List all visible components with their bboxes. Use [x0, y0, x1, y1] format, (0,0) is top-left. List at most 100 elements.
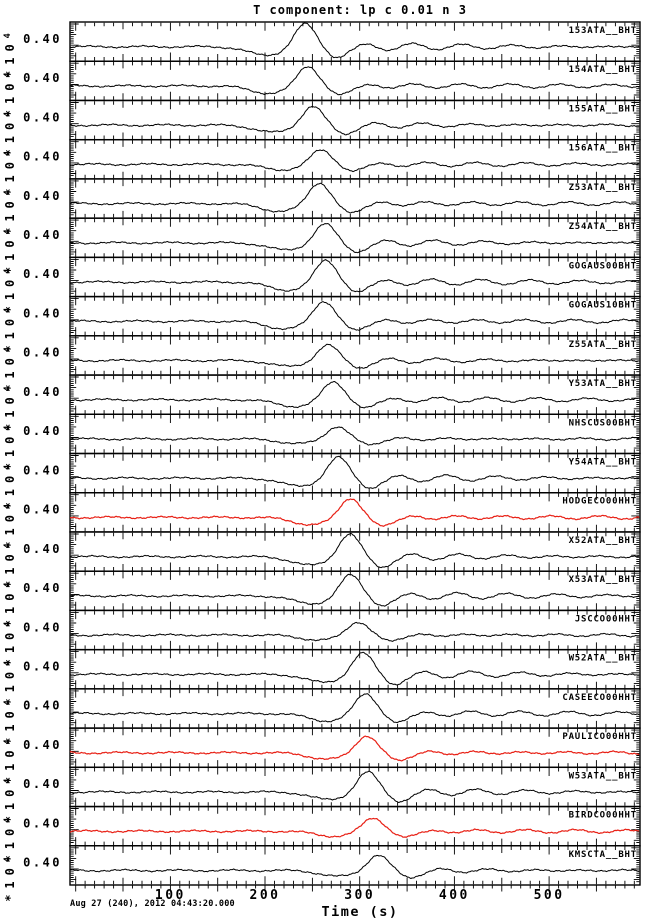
trace-panel-X52ATA__BHT: X52ATA__BHT 0.40 *104 — [3, 531, 641, 588]
waveform — [69, 426, 640, 446]
panel-border — [69, 217, 641, 259]
panel-ticks — [70, 140, 640, 179]
amplitude-scale-label: *104 — [3, 543, 17, 588]
panel-ticks — [70, 22, 640, 61]
panel-ticks — [70, 258, 640, 296]
amplitude-tick-label: 0.40 — [23, 32, 62, 46]
station-label: Z55ATA__BHT — [569, 340, 637, 350]
panel-border — [69, 609, 641, 651]
amplitude-scale-label: *104 — [3, 778, 17, 823]
amplitude-scale-label: *104 — [3, 386, 17, 431]
waveform — [69, 182, 640, 214]
plot-title: T component: lp c 0.01 n 3 — [253, 3, 467, 17]
amplitude-scale-label: *104 — [3, 151, 17, 196]
amplitude-scale-label: *104 — [3, 700, 17, 745]
panel-ticks — [70, 415, 640, 453]
amplitude-scale-label: *104 — [3, 818, 17, 863]
station-label: Z54ATA__BHT — [569, 222, 637, 232]
station-label: Y54ATA__BHT — [569, 458, 637, 468]
trace-panel-CASEECO00HHT: CASEECO00HHT 0.40 *104 — [3, 688, 641, 745]
station-label: KMSCTA__BHT — [569, 850, 637, 860]
waveform — [69, 532, 640, 569]
panel-ticks — [70, 336, 640, 375]
amplitude-scale-label: *104 — [3, 857, 17, 902]
amplitude-scale-label: *104 — [3, 33, 17, 78]
panel-ticks — [70, 571, 640, 610]
x-tick-label: 300 — [344, 888, 375, 903]
waveform — [69, 343, 640, 369]
trace-panel-GOGAUS10BHT: GOGAUS10BHT 0.40 *104 — [3, 295, 641, 353]
amplitude-scale-label: *104 — [3, 112, 17, 157]
waveform — [69, 105, 640, 136]
panel-ticks — [70, 454, 640, 492]
panel-ticks — [70, 297, 640, 336]
waveform — [69, 455, 640, 489]
panel-border — [69, 99, 641, 141]
amplitude-scale-label: *104 — [3, 622, 17, 667]
amplitude-tick-label: 0.40 — [23, 699, 62, 713]
station-label: NHSCUS00BHT — [569, 418, 637, 428]
x-tick-label: 400 — [439, 888, 470, 903]
panel-border — [69, 335, 641, 376]
panel-ticks — [70, 768, 640, 806]
panel-border — [69, 452, 641, 494]
waveform — [69, 381, 640, 409]
trace-panel-Z55ATA__BHT: Z55ATA__BHT 0.40 *104 — [3, 335, 641, 392]
trace-panel-PAULICO00HHT: PAULICO00HHT 0.40 *104 — [3, 727, 641, 784]
waveform — [69, 149, 640, 173]
station-label: W53ATA__BHT — [569, 771, 637, 781]
station-label: Y53ATA__BHT — [569, 379, 637, 389]
amplitude-scale-label: *104 — [3, 347, 17, 392]
x-axis-ticks — [75, 885, 635, 892]
amplitude-tick-label: 0.40 — [23, 189, 62, 203]
amplitude-scale-label: *104 — [3, 739, 17, 784]
waveform — [69, 223, 640, 254]
x-tick-label: 100 — [155, 888, 186, 903]
waveform — [69, 854, 640, 879]
amplitude-tick-label: 0.40 — [23, 267, 62, 281]
start-time-label: Aug 27 (240), 2012 04:43:20.000 — [70, 899, 235, 909]
panel-ticks — [70, 807, 640, 846]
trace-panel-HODGECO00HHT: HODGECO00HHT 0.40 *104 — [3, 492, 641, 549]
panel-border — [69, 138, 641, 180]
amplitude-scale-label: *104 — [3, 465, 17, 510]
panel-border — [69, 648, 641, 690]
amplitude-scale-label: *104 — [3, 72, 17, 117]
panel-ticks — [70, 689, 640, 728]
panel-ticks — [70, 218, 640, 257]
trace-panel-155ATA__BHT: 155ATA__BHT 0.40 *104 — [3, 99, 641, 157]
amplitude-tick-label: 0.40 — [23, 738, 62, 752]
waveform — [69, 573, 640, 607]
amplitude-tick-label: 0.40 — [23, 385, 62, 399]
station-label: 153ATA__BHT — [569, 26, 637, 36]
station-label: Z53ATA__BHT — [569, 183, 637, 193]
trace-panel-154ATA__BHT: 154ATA__BHT 0.40 *104 — [3, 60, 641, 117]
trace-panel-W53ATA__BHT: W53ATA__BHT 0.40 *104 — [3, 766, 641, 823]
amplitude-scale-label: *104 — [3, 308, 17, 353]
panel-ticks — [70, 846, 640, 885]
waveform — [69, 651, 640, 686]
amplitude-scale-label: *104 — [3, 190, 17, 235]
amplitude-tick-label: 0.40 — [23, 581, 62, 595]
trace-panel-JSCCO00HHT: JSCCO00HHT 0.40 *104 — [3, 609, 641, 667]
panel-ticks — [70, 650, 640, 689]
panel-border — [69, 60, 641, 102]
amplitude-scale-label: *104 — [3, 229, 17, 274]
amplitude-tick-label: 0.40 — [23, 660, 62, 674]
waveform — [69, 301, 640, 331]
panel-border — [69, 21, 641, 62]
station-label: 155ATA__BHT — [569, 105, 637, 115]
waveform — [69, 735, 640, 762]
waveform — [69, 498, 640, 527]
station-label: X52ATA__BHT — [569, 536, 637, 546]
amplitude-tick-label: 0.40 — [23, 71, 62, 85]
amplitude-tick-label: 0.40 — [23, 150, 62, 164]
panel-border — [69, 766, 641, 808]
panel-ticks — [70, 728, 640, 767]
amplitude-tick-label: 0.40 — [23, 856, 62, 870]
panel-border — [69, 688, 641, 729]
trace-panel-BIRDCO00HHT: BIRDCO00HHT 0.40 *104 — [3, 805, 641, 863]
trace-panel-156ATA__BHT: 156ATA__BHT 0.40 *104 — [3, 138, 641, 196]
panel-ticks — [70, 611, 640, 649]
panel-border — [69, 492, 641, 533]
